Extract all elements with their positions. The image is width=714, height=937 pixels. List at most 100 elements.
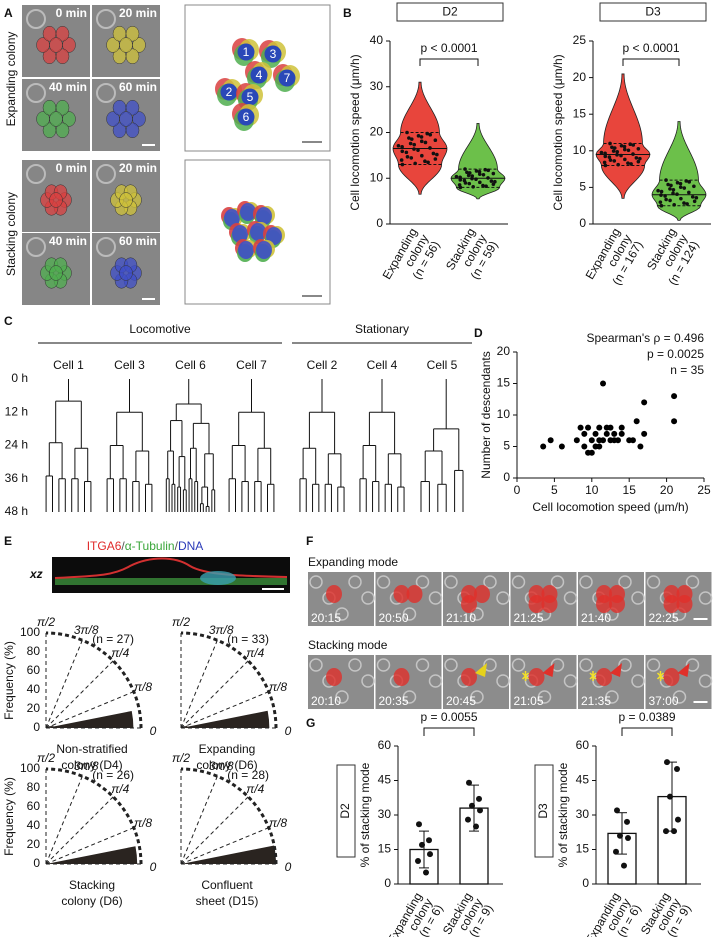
violin bbox=[595, 73, 651, 199]
plot-title: Expanding bbox=[199, 742, 256, 756]
dot bbox=[409, 137, 414, 141]
y-tick-label: 10 bbox=[573, 143, 587, 157]
angle-label: π/2 bbox=[172, 615, 190, 629]
cell-number: 5 bbox=[247, 90, 254, 104]
angle-label: π/8 bbox=[134, 680, 152, 694]
green-band bbox=[55, 578, 287, 585]
tracked-cell bbox=[609, 595, 625, 613]
annotation: Spearman's ρ = 0.496 bbox=[586, 331, 704, 345]
texture bbox=[470, 690, 484, 704]
dot bbox=[682, 201, 686, 205]
y-tick-label: 0 bbox=[503, 470, 510, 484]
cell bbox=[119, 192, 133, 208]
frame bbox=[308, 572, 374, 626]
texture bbox=[335, 607, 349, 621]
dot bbox=[659, 189, 664, 194]
dot bbox=[694, 195, 699, 200]
point bbox=[603, 430, 610, 437]
dot bbox=[467, 181, 472, 186]
dot bbox=[615, 150, 620, 154]
panel-letter: G bbox=[306, 716, 315, 730]
texture bbox=[348, 658, 362, 672]
texture bbox=[26, 164, 46, 184]
angle-label: 0 bbox=[285, 860, 292, 874]
dot bbox=[629, 162, 633, 166]
x-tick-label: 25 bbox=[697, 483, 711, 497]
point bbox=[675, 816, 681, 823]
angle-label: 0 bbox=[285, 724, 292, 738]
y-axis-label: Cell locomotion speed (μm/h) bbox=[348, 54, 362, 210]
n-label: (n = 33) bbox=[227, 632, 269, 646]
dot bbox=[690, 195, 695, 199]
dot bbox=[407, 136, 411, 140]
nucleus bbox=[200, 571, 236, 585]
texture bbox=[511, 658, 526, 672]
texture bbox=[26, 9, 46, 29]
time-label: 60 min bbox=[119, 80, 157, 94]
dot bbox=[692, 199, 697, 204]
cell bbox=[42, 48, 57, 65]
angle-label: π/2 bbox=[37, 615, 55, 629]
cell bbox=[125, 99, 140, 116]
timestamp: 20:10 bbox=[311, 694, 341, 708]
dot bbox=[623, 157, 627, 162]
texture bbox=[646, 575, 661, 589]
timestamp: 37:00 bbox=[649, 694, 679, 708]
dot bbox=[692, 184, 696, 189]
point bbox=[637, 443, 644, 450]
texture bbox=[605, 690, 619, 704]
texture bbox=[348, 575, 362, 589]
rose-wedge bbox=[181, 845, 276, 864]
dot bbox=[474, 169, 479, 173]
rose-wedge bbox=[46, 710, 134, 728]
dot bbox=[626, 161, 630, 165]
y-tick-label: 15 bbox=[497, 376, 511, 390]
cell-number: 2 bbox=[226, 85, 233, 99]
angle-label: 3π/8 bbox=[74, 623, 99, 637]
dot bbox=[428, 132, 433, 137]
angle-label: π/2 bbox=[37, 751, 55, 765]
time-tick-label: 48 h bbox=[5, 504, 28, 518]
p-value: p < 0.0001 bbox=[622, 41, 679, 55]
point bbox=[419, 841, 425, 848]
dot bbox=[416, 134, 421, 138]
plot-title: Confluent bbox=[201, 878, 253, 892]
texture bbox=[496, 674, 510, 688]
tracked-cell bbox=[541, 595, 558, 613]
dot bbox=[435, 152, 439, 157]
dot bbox=[433, 157, 438, 161]
dot bbox=[685, 202, 689, 206]
dot bbox=[678, 185, 683, 189]
point bbox=[667, 793, 673, 800]
r-tick-label: 60 bbox=[27, 799, 41, 813]
cell bbox=[49, 192, 63, 208]
n-label: (n = 27) bbox=[92, 632, 134, 646]
angle-label: π/4 bbox=[246, 782, 264, 796]
point bbox=[473, 823, 479, 830]
stain-part: α-Tubulin bbox=[125, 539, 175, 553]
y-axis-label: % of stacking mode bbox=[358, 762, 372, 867]
cell-marker bbox=[241, 88, 259, 106]
dot bbox=[607, 155, 612, 159]
r-tick-label: 0 bbox=[33, 720, 40, 734]
time-label: 20 min bbox=[119, 6, 157, 20]
angle-line bbox=[180, 660, 249, 729]
asterisk bbox=[589, 671, 597, 681]
dot bbox=[603, 154, 608, 159]
cell-marker bbox=[250, 66, 268, 84]
point bbox=[581, 443, 588, 450]
y-tick-label: 5 bbox=[503, 439, 510, 453]
point bbox=[477, 807, 483, 814]
y-axis-label: Cell locomotion speed (μm/h) bbox=[551, 54, 565, 210]
y-axis-label: Number of descendants bbox=[479, 351, 493, 478]
timestamp: 20:15 bbox=[311, 611, 341, 625]
annotation: n = 35 bbox=[670, 363, 704, 377]
texture bbox=[415, 575, 430, 589]
dot bbox=[467, 171, 472, 175]
texture bbox=[309, 575, 323, 589]
texture bbox=[96, 237, 116, 257]
point bbox=[624, 818, 630, 825]
dot bbox=[400, 145, 404, 149]
